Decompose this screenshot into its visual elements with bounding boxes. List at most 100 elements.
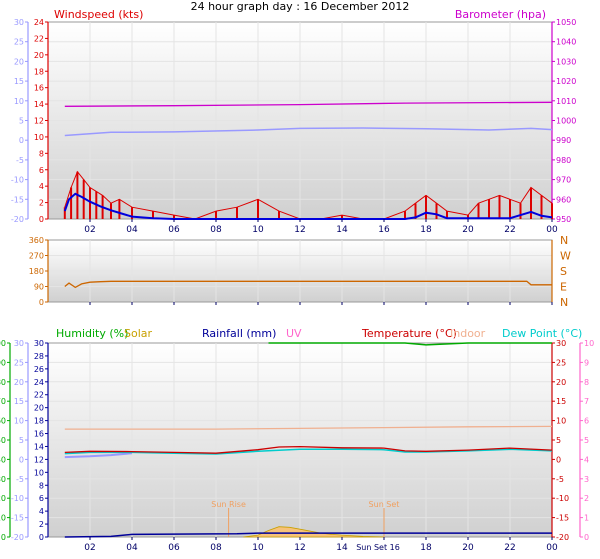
uv-tick-label: 3 — [584, 475, 589, 484]
outer-temp-tick-label: -5 — [16, 156, 24, 165]
wind-x-label: 18 — [420, 225, 432, 235]
climate-x-label: 12 — [294, 543, 305, 553]
wind-tick-label: 6 — [39, 166, 44, 175]
legend-item: Indoor — [450, 327, 486, 340]
wind-tick-label: 2 — [39, 199, 44, 208]
wind-tick-label: 22 — [34, 34, 44, 43]
climate-x-label: 18 — [420, 543, 432, 553]
climate-x-label: 08 — [210, 543, 222, 553]
baro-tick-label: 1020 — [556, 77, 576, 86]
outer-temp-tick-label: -15 — [11, 195, 24, 204]
temperature-tick-label: -20 — [556, 533, 569, 542]
barometer-label: Barometer (hpa) — [455, 8, 546, 21]
left-temp-tick-label: -10 — [11, 494, 24, 503]
rain-tick-label: 10 — [34, 468, 44, 477]
wind-tick-label: 20 — [34, 51, 44, 60]
wind-tick-label: 0 — [39, 215, 44, 224]
direction-tick-label: 0 — [39, 298, 44, 307]
uv-tick-label: 9 — [584, 358, 589, 367]
baro-tick-label: 990 — [556, 136, 571, 145]
wind-tick-label: 16 — [34, 84, 44, 93]
left-temp-tick-label: 20 — [14, 378, 24, 387]
outer-temp-line — [64, 127, 553, 137]
climate-x-label: 10 — [252, 543, 264, 553]
compass-label: N — [560, 296, 568, 309]
outer-temp-tick-label: 30 — [14, 18, 24, 27]
legend-item: Temperature (°C) — [361, 327, 457, 340]
baro-tick-label: 1050 — [556, 18, 576, 27]
uv-tick-label: 10 — [584, 339, 594, 348]
wind-tick-label: 10 — [34, 133, 44, 142]
climate-x-label: Sun Set 16 — [356, 543, 400, 552]
rain-tick-label: 24 — [34, 378, 44, 387]
wind-x-label: 00 — [546, 225, 558, 235]
wind-x-label: 02 — [84, 225, 95, 235]
compass-label: W — [560, 250, 571, 263]
legend-item: Humidity (%) — [56, 327, 128, 340]
rain-tick-label: 18 — [34, 417, 44, 426]
uv-tick-label: 7 — [584, 397, 589, 406]
direction-line — [64, 280, 552, 289]
uv-tick-label: 4 — [584, 455, 589, 464]
compass-label: N — [560, 234, 568, 247]
humidity-tick-label: 80 — [0, 378, 6, 387]
outer-temp-tick-label: 15 — [14, 77, 24, 86]
legend-item: Rainfall (mm) — [202, 327, 276, 340]
wind-x-label: 08 — [210, 225, 222, 235]
page-title: 24 hour graph day : 16 December 2012 — [191, 0, 410, 13]
temperature-line — [64, 445, 553, 454]
wind-tick-label: 18 — [34, 67, 44, 76]
temperature-tick-label: -10 — [556, 494, 569, 503]
humidity-tick-label: 70 — [0, 397, 6, 406]
rainfall-line — [64, 532, 552, 538]
rain-tick-label: 22 — [34, 391, 44, 400]
temperature-tick-label: -15 — [556, 514, 569, 523]
gust-line — [63, 192, 553, 220]
rain-tick-label: 6 — [39, 494, 44, 503]
temperature-tick-label: 10 — [556, 417, 566, 426]
uv-tick-label: 1 — [584, 514, 589, 523]
rain-tick-label: 30 — [34, 339, 44, 348]
baro-tick-label: 1000 — [556, 117, 576, 126]
wind-tick-label: 24 — [34, 18, 44, 27]
outer-temp-tick-label: 0 — [19, 136, 24, 145]
wind-x-label: 04 — [126, 225, 138, 235]
climate-x-label: 02 — [84, 543, 95, 553]
direction-tick-label: 270 — [29, 252, 44, 261]
uv-tick-label: 0 — [584, 533, 589, 542]
rain-tick-label: 4 — [39, 507, 44, 516]
rain-tick-label: 20 — [34, 404, 44, 413]
compass-label: S — [560, 265, 567, 278]
rain-tick-label: 14 — [34, 442, 44, 451]
windspeed-label: Windspeed (kts) — [54, 8, 143, 21]
outer-temp-tick-label: 10 — [14, 97, 24, 106]
outer-temp-tick-label: 20 — [14, 57, 24, 66]
wind-x-label: 16 — [378, 225, 390, 235]
wind-tick-label: 14 — [34, 100, 44, 109]
baro-tick-label: 960 — [556, 195, 571, 204]
dewpoint-line — [64, 448, 553, 455]
left-temp-tick-label: -20 — [11, 533, 24, 542]
wind-x-label: 22 — [504, 225, 515, 235]
left-temp-tick-label: -15 — [11, 514, 24, 523]
wind-x-label: 10 — [252, 225, 264, 235]
climate-x-label: 04 — [126, 543, 138, 553]
direction-tick-label: 360 — [29, 236, 44, 245]
compass-label: E — [560, 281, 567, 294]
wind-x-label: 06 — [168, 225, 180, 235]
wind-x-label: 14 — [336, 225, 348, 235]
wind-tick-label: 8 — [39, 149, 44, 158]
sunset-marker-label: Sun Set — [369, 500, 400, 509]
baro-tick-label: 970 — [556, 176, 571, 185]
uv-tick-label: 8 — [584, 378, 589, 387]
climate-x-label: 22 — [504, 543, 515, 553]
humidity-line — [268, 342, 552, 346]
left-temp-tick-label: 30 — [14, 339, 24, 348]
outer-temp-tick-label: -20 — [11, 215, 24, 224]
left-temp-tick-label: -5 — [16, 475, 24, 484]
baro-tick-label: 1010 — [556, 97, 576, 106]
left-temp-tick-label: 10 — [14, 417, 24, 426]
wind-tick-label: 12 — [34, 117, 44, 126]
